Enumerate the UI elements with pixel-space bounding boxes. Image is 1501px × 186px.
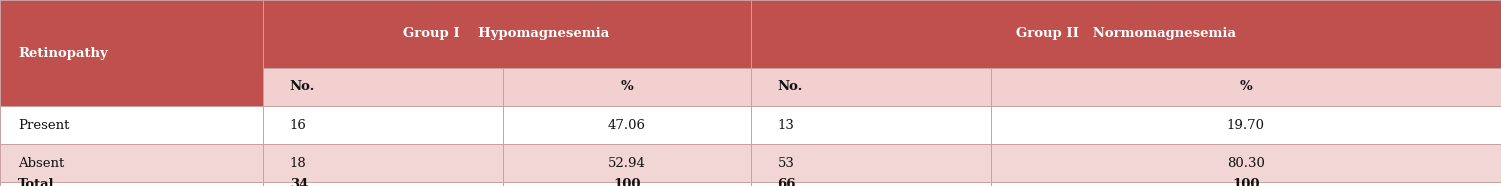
Text: No.: No.	[778, 81, 803, 93]
Bar	[750, 182, 991, 186]
Bar	[750, 106, 991, 144]
Text: 13: 13	[778, 119, 794, 132]
Text: Total: Total	[18, 178, 54, 186]
Text: Retinopathy: Retinopathy	[18, 46, 108, 60]
Bar	[263, 144, 503, 182]
Bar	[503, 144, 750, 182]
Text: %: %	[620, 81, 633, 93]
Bar	[750, 68, 991, 106]
Text: 52.94: 52.94	[608, 157, 645, 170]
Bar	[750, 0, 1501, 68]
Bar	[991, 106, 1501, 144]
Bar	[263, 182, 503, 186]
Text: 80.30: 80.30	[1226, 157, 1265, 170]
Text: Group I    Hypomagnesemia: Group I Hypomagnesemia	[404, 28, 609, 40]
Text: Group II   Normomagnesemia: Group II Normomagnesemia	[1016, 28, 1235, 40]
Bar	[991, 144, 1501, 182]
Bar	[991, 68, 1501, 106]
Text: 100: 100	[1232, 178, 1259, 186]
Bar	[503, 106, 750, 144]
Text: Present: Present	[18, 119, 69, 132]
Bar	[503, 182, 750, 186]
Text: 19.70: 19.70	[1226, 119, 1265, 132]
Bar	[991, 182, 1501, 186]
Bar	[263, 68, 503, 106]
Bar	[503, 68, 750, 106]
Bar	[0, 106, 263, 144]
Bar	[0, 144, 263, 182]
Bar	[0, 182, 263, 186]
Text: 100: 100	[612, 178, 641, 186]
Bar	[263, 0, 750, 68]
Bar	[263, 106, 503, 144]
Text: 16: 16	[290, 119, 306, 132]
Bar	[750, 144, 991, 182]
Text: 34: 34	[290, 178, 308, 186]
Text: 18: 18	[290, 157, 306, 170]
Text: 53: 53	[778, 157, 794, 170]
Bar	[0, 0, 263, 106]
Text: 66: 66	[778, 178, 796, 186]
Text: No.: No.	[290, 81, 315, 93]
Text: 47.06: 47.06	[608, 119, 645, 132]
Text: Absent: Absent	[18, 157, 65, 170]
Text: %: %	[1240, 81, 1252, 93]
